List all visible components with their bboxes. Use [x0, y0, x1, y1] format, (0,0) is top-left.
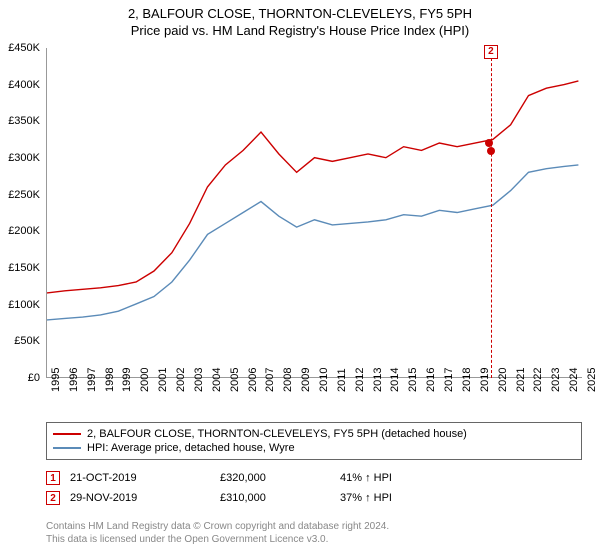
x-tick-label: 2004 — [211, 368, 223, 392]
x-tick-label: 2015 — [407, 368, 419, 392]
x-tick-label: 2006 — [247, 368, 259, 392]
x-tick-label: 2011 — [336, 368, 348, 392]
x-tick-label: 1995 — [50, 368, 62, 392]
legend: 2, BALFOUR CLOSE, THORNTON-CLEVELEYS, FY… — [46, 422, 582, 460]
footer-line: This data is licensed under the Open Gov… — [46, 533, 582, 546]
legend-label: 2, BALFOUR CLOSE, THORNTON-CLEVELEYS, FY… — [87, 428, 467, 440]
legend-item: HPI: Average price, detached house, Wyre — [53, 441, 575, 455]
y-tick-label: £250K — [0, 189, 40, 201]
x-tick-label: 2002 — [175, 368, 187, 392]
x-tick-label: 2007 — [264, 368, 276, 392]
x-tick-label: 2012 — [354, 368, 366, 392]
y-tick-label: £400K — [0, 79, 40, 91]
marker-label: 1 — [50, 473, 56, 484]
x-tick-label: 2023 — [550, 368, 562, 392]
x-tick-label: 2024 — [568, 368, 580, 392]
table-row: 2 29-NOV-2019 £310,000 37% ↑ HPI — [46, 488, 582, 508]
y-tick-label: £150K — [0, 262, 40, 274]
y-tick-label: £0 — [0, 372, 40, 384]
x-tick-label: 1996 — [68, 368, 80, 392]
y-tick-label: £200K — [0, 225, 40, 237]
x-tick-label: 2017 — [443, 368, 455, 392]
y-tick-label: £450K — [0, 42, 40, 54]
x-tick-label: 1997 — [86, 368, 98, 392]
chart-title: 2, BALFOUR CLOSE, THORNTON-CLEVELEYS, FY… — [0, 0, 600, 21]
sales-table: 1 21-OCT-2019 £320,000 41% ↑ HPI 2 29-NO… — [46, 468, 582, 508]
sale-pct: 41% ↑ HPI — [340, 472, 460, 484]
sale-price: £320,000 — [220, 472, 340, 484]
x-tick-label: 2001 — [157, 368, 169, 392]
sale-date: 21-OCT-2019 — [70, 472, 220, 484]
x-tick-label: 2019 — [479, 368, 491, 392]
x-tick-label: 2020 — [497, 368, 509, 392]
y-tick-label: £100K — [0, 299, 40, 311]
x-tick-label: 2014 — [389, 368, 401, 392]
sale-price: £310,000 — [220, 492, 340, 504]
reference-line — [491, 48, 492, 378]
x-tick-label: 1999 — [121, 368, 133, 392]
x-tick-label: 2022 — [532, 368, 544, 392]
legend-item: 2, BALFOUR CLOSE, THORNTON-CLEVELEYS, FY… — [53, 427, 575, 441]
chart-subtitle: Price paid vs. HM Land Registry's House … — [0, 21, 600, 38]
y-tick-label: £50K — [0, 335, 40, 347]
marker-label: 2 — [50, 493, 56, 504]
x-tick-label: 1998 — [104, 368, 116, 392]
x-tick-label: 2003 — [193, 368, 205, 392]
x-tick-label: 2021 — [515, 368, 527, 392]
legend-swatch — [53, 433, 81, 435]
line-plot — [46, 48, 582, 378]
sale-point-icon — [487, 147, 495, 155]
marker-icon: 2 — [46, 491, 60, 505]
chart-area: £0£50K£100K£150K£200K£250K£300K£350K£400… — [46, 48, 582, 378]
annotation-marker-icon: 2 — [484, 45, 498, 59]
y-tick-label: £300K — [0, 152, 40, 164]
x-tick-label: 2000 — [139, 368, 151, 392]
legend-label: HPI: Average price, detached house, Wyre — [87, 442, 295, 454]
x-tick-label: 2025 — [586, 368, 598, 392]
x-tick-label: 2008 — [282, 368, 294, 392]
table-row: 1 21-OCT-2019 £320,000 41% ↑ HPI — [46, 468, 582, 488]
x-tick-label: 2009 — [300, 368, 312, 392]
x-tick-label: 2010 — [318, 368, 330, 392]
y-tick-label: £350K — [0, 115, 40, 127]
x-tick-label: 2005 — [229, 368, 241, 392]
x-tick-label: 2013 — [372, 368, 384, 392]
marker-icon: 1 — [46, 471, 60, 485]
x-tick-label: 2016 — [425, 368, 437, 392]
x-tick-label: 2018 — [461, 368, 473, 392]
sale-date: 29-NOV-2019 — [70, 492, 220, 504]
footer-line: Contains HM Land Registry data © Crown c… — [46, 520, 582, 533]
legend-swatch — [53, 447, 81, 449]
chart-container: 2, BALFOUR CLOSE, THORNTON-CLEVELEYS, FY… — [0, 0, 600, 560]
sale-pct: 37% ↑ HPI — [340, 492, 460, 504]
footer-attribution: Contains HM Land Registry data © Crown c… — [46, 520, 582, 546]
